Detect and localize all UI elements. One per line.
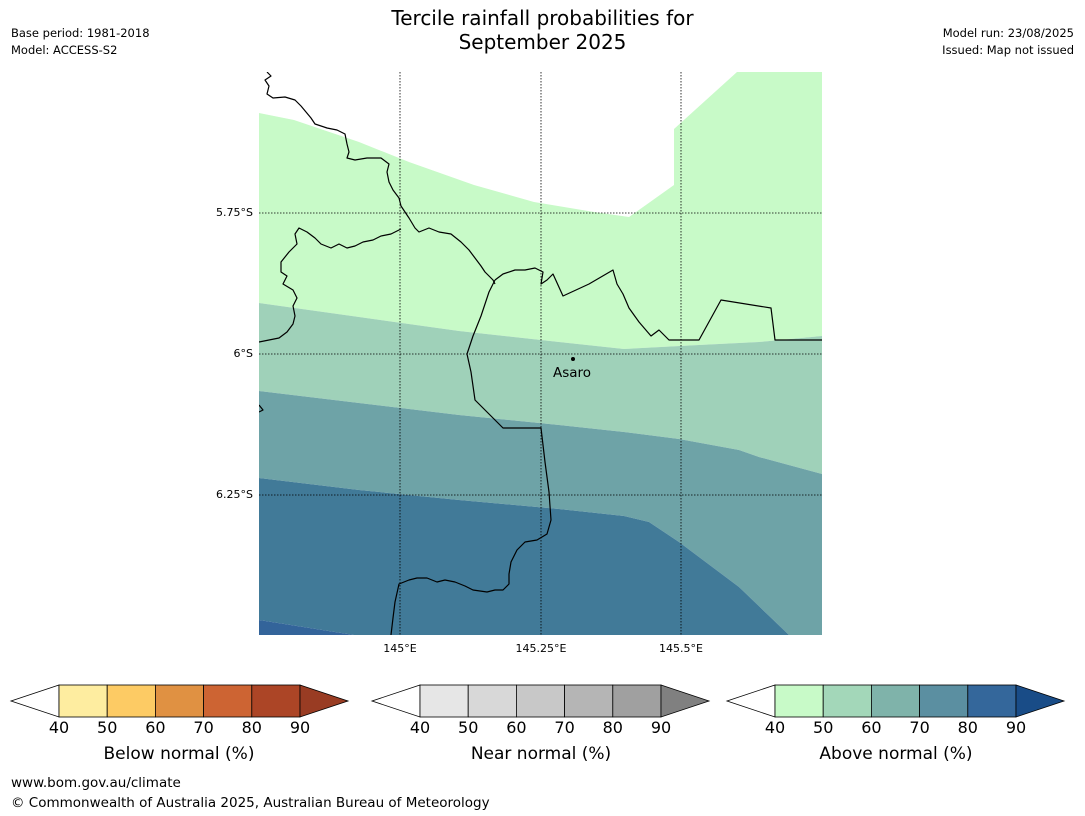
colorbar-segment bbox=[251, 684, 301, 718]
colorbar-segment bbox=[106, 684, 156, 718]
colorbar-segment bbox=[564, 684, 614, 718]
lon-label-145-25: 145.25°E bbox=[515, 642, 567, 655]
colorbar-extend-high bbox=[1015, 684, 1066, 718]
colorbar-tick-label: 50 bbox=[97, 718, 118, 737]
issued-text: Issued: Map not issued bbox=[942, 43, 1074, 57]
colorbars bbox=[9, 684, 1066, 718]
model-text: Model: ACCESS-S2 bbox=[11, 43, 118, 57]
band-above-60-70 bbox=[259, 391, 822, 635]
colorbar-label-above: Above normal (%) bbox=[819, 744, 973, 764]
colorbar-tick-label: 80 bbox=[957, 718, 978, 737]
colorbar-tick-label: 90 bbox=[289, 718, 311, 737]
town-marker-asaro[interactable] bbox=[571, 357, 575, 361]
colorbar-tick-label: 90 bbox=[650, 718, 672, 737]
lon-label-145: 145°E bbox=[383, 642, 417, 655]
colorbar-near-normal bbox=[370, 684, 711, 718]
boundary-central bbox=[390, 279, 552, 635]
colorbar-extend-high bbox=[299, 684, 350, 718]
colorbar-segment bbox=[967, 684, 1017, 718]
band-above-80-90 bbox=[259, 620, 354, 635]
colorbar-segment bbox=[203, 684, 253, 718]
colorbar-segment bbox=[612, 684, 662, 718]
title-line-2: September 2025 bbox=[458, 30, 627, 54]
colorbar-tick-label: 70 bbox=[554, 718, 575, 737]
colorbar-tick-label: 40 bbox=[764, 718, 786, 737]
colorbar-below-normal bbox=[9, 684, 350, 718]
map-title: Tercile rainfall probabilities for Septe… bbox=[0, 6, 1085, 54]
colorbar-segment bbox=[419, 684, 469, 718]
base-period-text: Base period: 1981-2018 bbox=[11, 26, 150, 40]
footer-url-link[interactable]: www.bom.gov.au/climate bbox=[11, 775, 181, 791]
lat-label-6-25: 6.25°S bbox=[216, 488, 253, 501]
colorbar-extend-low bbox=[9, 684, 60, 718]
lon-label-145-5: 145.5°E bbox=[659, 642, 703, 655]
colorbar-tick-label: 60 bbox=[506, 718, 527, 737]
gridlines bbox=[259, 72, 822, 635]
colorbar-extend-low bbox=[725, 684, 776, 718]
boundary-east bbox=[494, 267, 822, 341]
colorbar-segment bbox=[871, 684, 921, 718]
lat-label-6: 6°S bbox=[233, 347, 253, 360]
lat-label-5-75: 5.75°S bbox=[216, 206, 253, 219]
colorbar-segment bbox=[919, 684, 969, 718]
footer-copyright: © Commonwealth of Australia 2025, Austra… bbox=[11, 795, 490, 811]
colorbar-segment bbox=[467, 684, 517, 718]
boundary-north-west bbox=[264, 72, 496, 285]
colorbar-tick-label: 40 bbox=[48, 718, 70, 737]
colorbar-label-below: Below normal (%) bbox=[103, 744, 255, 764]
colorbar-tick-label: 80 bbox=[241, 718, 262, 737]
colorbar-tick-label: 40 bbox=[409, 718, 431, 737]
town-label-asaro: Asaro bbox=[553, 365, 591, 381]
colorbar-segment bbox=[822, 684, 872, 718]
colorbar-label-near: Near normal (%) bbox=[470, 744, 612, 764]
colorbar-tick-label: 80 bbox=[602, 718, 623, 737]
colorbar-tick-label: 50 bbox=[813, 718, 834, 737]
colorbar-above-normal bbox=[725, 684, 1066, 718]
colorbar-tick-label: 70 bbox=[909, 718, 930, 737]
boundary-west-stub bbox=[259, 404, 264, 413]
band-above-70-80 bbox=[259, 478, 789, 635]
colorbar-segment bbox=[774, 684, 824, 718]
colorbar-extend-low bbox=[370, 684, 421, 718]
model-run-text: Model run: 23/08/2025 bbox=[942, 26, 1074, 40]
colorbar-segment bbox=[516, 684, 566, 718]
colorbar-tick-label: 50 bbox=[458, 718, 479, 737]
colorbar-tick-label: 60 bbox=[861, 718, 882, 737]
title-line-1: Tercile rainfall probabilities for bbox=[391, 6, 694, 30]
forecast-map[interactable]: Asaro bbox=[259, 72, 822, 635]
colorbar-tick-label: 60 bbox=[145, 718, 166, 737]
colorbar-tick-label: 70 bbox=[193, 718, 214, 737]
boundary-lines bbox=[259, 72, 822, 635]
colorbar-segment bbox=[154, 684, 204, 718]
colorbar-tick-label: 90 bbox=[1005, 718, 1027, 737]
colorbar-segment bbox=[58, 684, 108, 718]
boundary-west-loop bbox=[259, 227, 402, 343]
colorbar-extend-high bbox=[660, 684, 711, 718]
